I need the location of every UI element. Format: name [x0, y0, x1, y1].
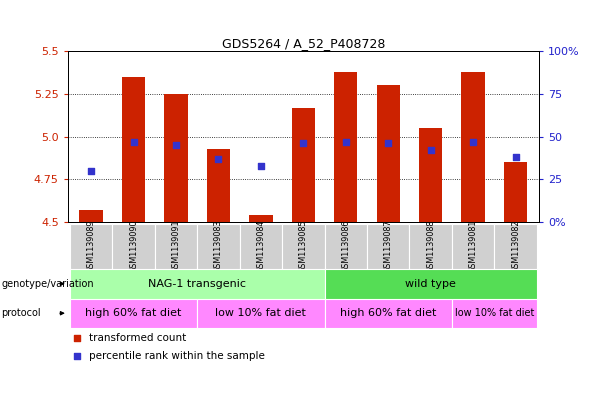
Bar	[504, 162, 527, 222]
Bar	[155, 224, 197, 269]
Point	[72, 353, 82, 359]
Bar	[376, 85, 400, 222]
Bar	[70, 269, 325, 299]
Text: GSM1139090: GSM1139090	[129, 220, 138, 274]
Bar	[249, 215, 273, 222]
Point	[511, 154, 520, 160]
Text: GSM1139089: GSM1139089	[87, 220, 95, 274]
Bar	[452, 224, 494, 269]
Bar	[325, 269, 537, 299]
Text: wild type: wild type	[405, 279, 456, 289]
Bar	[461, 72, 485, 222]
Bar	[240, 224, 282, 269]
Text: NAG-1 transgenic: NAG-1 transgenic	[148, 279, 246, 289]
Point	[256, 162, 266, 169]
Text: GSM1139087: GSM1139087	[384, 220, 393, 274]
Point	[383, 140, 393, 147]
Bar	[419, 128, 442, 222]
Bar	[494, 224, 537, 269]
Bar	[122, 77, 145, 222]
Bar	[452, 299, 537, 328]
Text: GSM1139082: GSM1139082	[511, 220, 520, 274]
Bar	[282, 224, 325, 269]
Bar	[197, 224, 240, 269]
Text: GSM1139086: GSM1139086	[341, 220, 350, 273]
Bar	[325, 224, 367, 269]
Bar	[70, 299, 197, 328]
Point	[171, 142, 181, 148]
Bar	[197, 299, 325, 328]
Text: low 10% fat diet: low 10% fat diet	[216, 309, 306, 318]
Text: transformed count: transformed count	[89, 333, 186, 343]
Point	[129, 139, 138, 145]
Point	[468, 139, 478, 145]
Text: GSM1139091: GSM1139091	[171, 220, 180, 274]
Point	[87, 167, 96, 174]
Text: protocol: protocol	[1, 309, 41, 318]
Point	[426, 147, 435, 153]
Bar	[164, 94, 188, 222]
Text: low 10% fat diet: low 10% fat diet	[455, 309, 534, 318]
Bar	[409, 224, 452, 269]
Bar	[334, 72, 358, 222]
Point	[299, 140, 308, 147]
Bar	[292, 108, 315, 222]
Title: GDS5264 / A_52_P408728: GDS5264 / A_52_P408728	[221, 37, 385, 50]
Text: GSM1139081: GSM1139081	[469, 220, 478, 273]
Bar	[112, 224, 155, 269]
Bar	[207, 149, 230, 222]
Point	[341, 139, 350, 145]
Point	[214, 156, 223, 162]
Bar	[70, 224, 112, 269]
Text: GSM1139083: GSM1139083	[214, 220, 223, 273]
Bar	[325, 299, 452, 328]
Text: high 60% fat diet: high 60% fat diet	[85, 309, 182, 318]
Text: GSM1139084: GSM1139084	[256, 220, 266, 273]
Bar	[80, 210, 102, 222]
Bar	[367, 224, 409, 269]
Point	[72, 335, 82, 341]
Text: GSM1139088: GSM1139088	[426, 220, 435, 273]
Text: GSM1139085: GSM1139085	[299, 220, 308, 274]
Text: genotype/variation: genotype/variation	[1, 279, 94, 289]
Text: high 60% fat diet: high 60% fat diet	[340, 309, 436, 318]
Text: percentile rank within the sample: percentile rank within the sample	[89, 351, 265, 361]
